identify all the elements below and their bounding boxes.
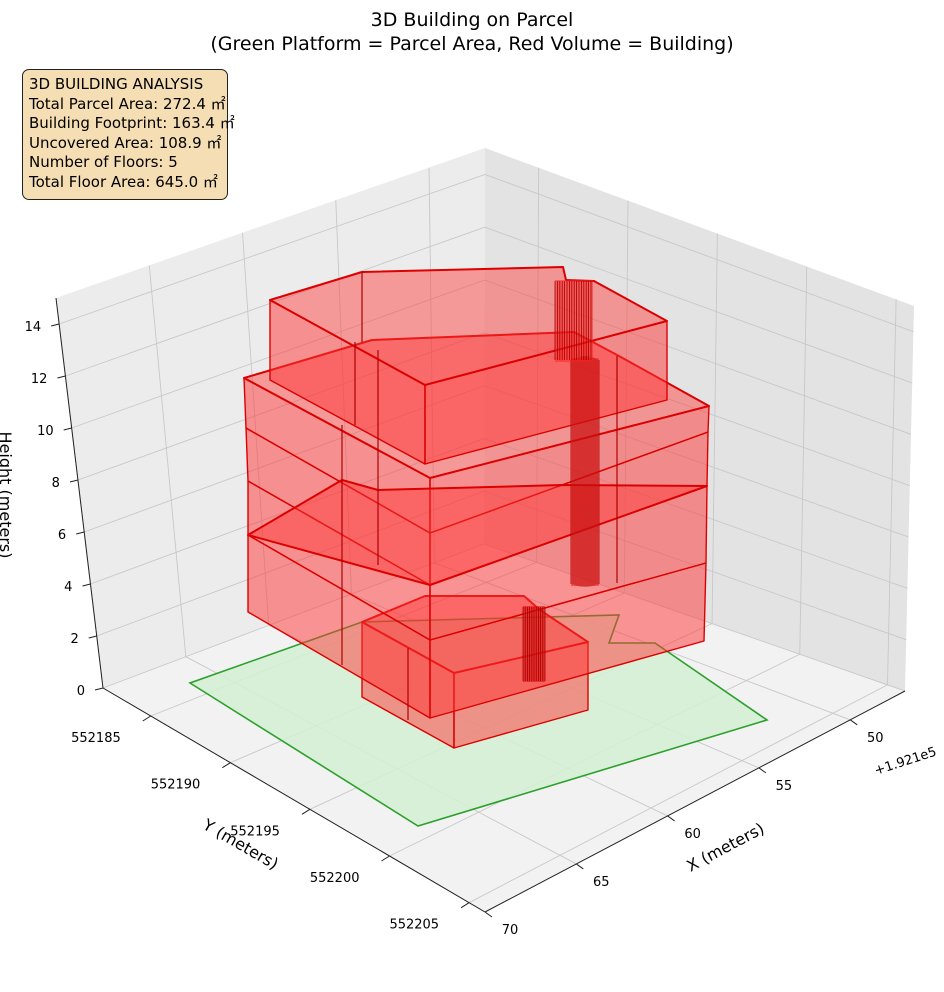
z-axis-label: Height (meters) [0, 432, 15, 559]
info-parcel-area: Total Parcel Area: 272.4 ㎡ [29, 94, 226, 113]
y-tick-label: 552205 [389, 918, 439, 933]
z-tick-mark [88, 635, 97, 639]
y-tick-mark [301, 808, 311, 815]
rounded-column-lower [522, 606, 546, 682]
axis-line [55, 297, 104, 689]
chart-subtitle: (Green Platform = Parcel Area, Red Volum… [210, 33, 733, 55]
x-tick-mark [667, 815, 675, 822]
grid-line [887, 299, 897, 685]
y-tick-mark [381, 855, 390, 862]
z-tick-mark [69, 479, 79, 483]
y-tick-mark [222, 762, 231, 769]
z-tick-label: 10 [37, 424, 54, 439]
z-tick-mark [63, 427, 72, 431]
y-tick-label: 552190 [151, 778, 201, 793]
info-title: 3D BUILDING ANALYSIS [29, 75, 204, 93]
x-tick-label: 60 [684, 827, 701, 842]
z-tick-label: 6 [58, 528, 66, 543]
x-tick-label: 55 [776, 779, 793, 794]
x-tick-label: 65 [593, 875, 610, 890]
analysis-info-box: 3D BUILDING ANALYSIS Total Parcel Area: … [22, 69, 235, 200]
z-tick-label: 8 [52, 476, 60, 491]
z-tick-mark [94, 687, 104, 691]
x-tick-mark [758, 767, 767, 774]
z-tick-mark [57, 375, 66, 379]
grid-line [484, 173, 914, 333]
grid-line [484, 226, 913, 384]
info-floors: Number of Floors: 5 [29, 153, 178, 172]
x-tick-label: 50 [867, 731, 884, 746]
chart-title: 3D Building on Parcel [371, 9, 574, 31]
grid-line [58, 173, 486, 325]
grid-line [468, 684, 888, 904]
y-tick-mark [142, 715, 152, 722]
grid-line [148, 265, 187, 657]
z-tick-mark [76, 531, 85, 535]
x-tick-label: 70 [502, 923, 519, 938]
z-tick-label: 0 [77, 684, 85, 699]
rounded-column [570, 356, 600, 587]
x-tick-mark [484, 911, 493, 918]
x-offset-label: +1.921e5 [873, 745, 939, 779]
info-footprint: Building Footprint: 163.4 ㎡ [29, 114, 235, 133]
grid-line [799, 266, 808, 655]
info-floor-area: Total Floor Area: 645.0 ㎡ [29, 172, 218, 191]
info-uncovered: Uncovered Area: 108.9 ㎡ [29, 133, 222, 152]
z-tick-label: 14 [25, 320, 42, 335]
axis-line [484, 690, 906, 913]
x-tick-mark [849, 719, 858, 726]
y-tick-mark [460, 902, 470, 909]
grid-line [711, 233, 718, 624]
x-tick-mark [576, 863, 584, 870]
z-tick-label: 2 [70, 632, 78, 647]
rounded-column-top [554, 280, 593, 362]
tick-labels: 5055606570552185552190552195552200552205… [25, 320, 884, 938]
z-tick-mark [51, 323, 60, 327]
y-tick-label: 552195 [230, 824, 280, 839]
y-tick-label: 552185 [71, 731, 121, 746]
z-tick-label: 12 [31, 372, 48, 387]
grid-line [65, 226, 485, 377]
axis-lines [55, 297, 906, 913]
axis-line [102, 687, 486, 913]
z-tick-mark [82, 583, 91, 587]
z-tick-label: 4 [64, 580, 72, 595]
y-tick-label: 552200 [310, 871, 360, 886]
building-volume [243, 266, 710, 749]
